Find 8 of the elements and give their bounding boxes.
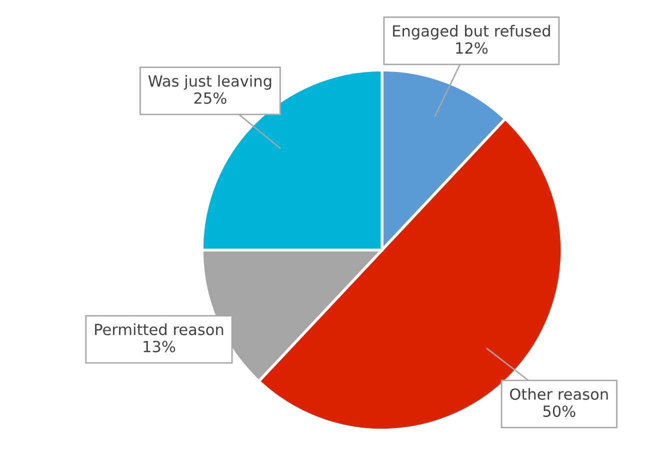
slice-label: Permitted reason <box>95 323 224 336</box>
data-label: 25% <box>194 92 226 104</box>
data-label: 13% <box>144 340 176 352</box>
data-label: 50% <box>543 405 576 418</box>
slice-label: Engaged but refused <box>393 24 550 40</box>
slice-label: Other reason <box>510 388 608 400</box>
slice-label: Was just leaving <box>148 74 272 90</box>
data-label: 12% <box>456 42 488 54</box>
